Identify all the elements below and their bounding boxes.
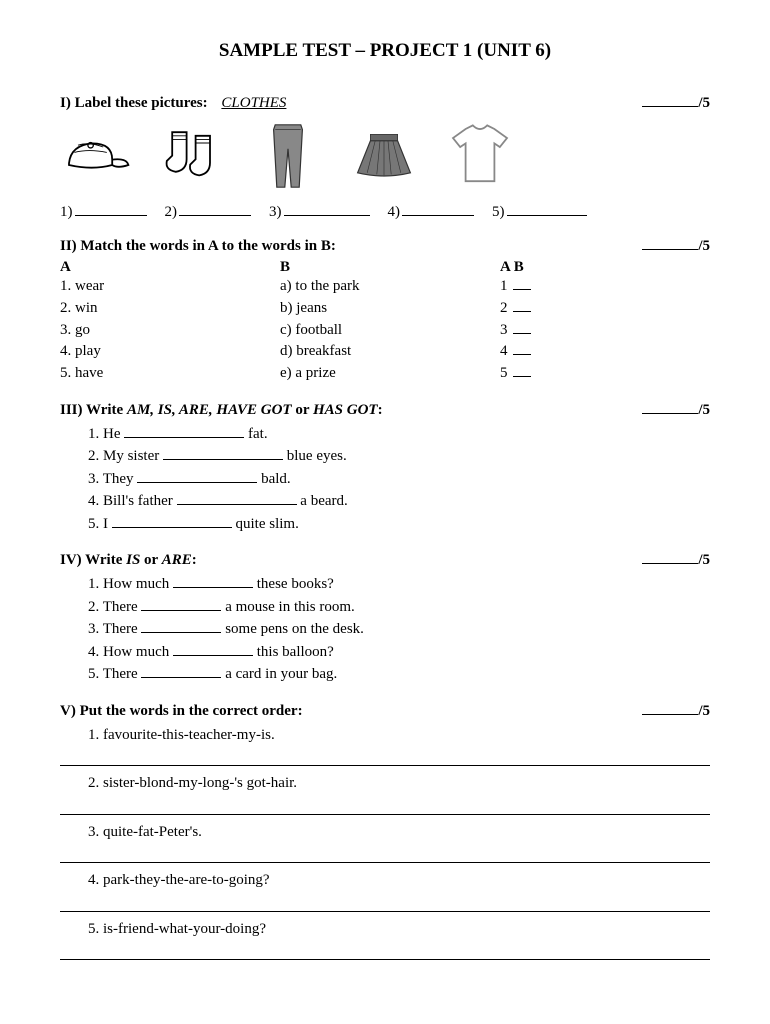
- match-grid: A B A B 1. wear a) to the park 1 2. win …: [60, 259, 710, 385]
- s3-item-4: 4. Bill's father a beard.: [88, 490, 710, 513]
- section1-header: I) Label these pictures: CLOTHES /5: [60, 92, 710, 112]
- match-a-3: 3. go: [60, 320, 280, 342]
- label-5: 5): [492, 204, 505, 221]
- match-a-1: 1. wear: [60, 276, 280, 298]
- answer-line-5: [60, 943, 710, 960]
- s4-item-2: 2. There a mouse in this room.: [88, 596, 710, 619]
- picture-jeans: [252, 120, 324, 192]
- section5-header: V) Put the words in the correct order: /…: [60, 700, 710, 720]
- s5-item-4: 4. park-they-the-are-to-going?: [88, 869, 710, 892]
- s3-item-3: 3. They bald.: [88, 468, 710, 491]
- s3-item-1: 1. He fat.: [88, 423, 710, 446]
- section4-score: /5: [642, 549, 710, 569]
- match-ab-5: 5: [500, 363, 620, 385]
- section4-header: IV) Write IS or ARE: /5: [60, 549, 710, 569]
- match-head-b: B: [280, 259, 500, 276]
- match-b-4: d) breakfast: [280, 341, 500, 363]
- answer-line-3: [60, 846, 710, 863]
- section5-list: 1. favourite-this-teacher-my-is.: [88, 724, 710, 747]
- s4-item-1: 1. How much these books?: [88, 573, 710, 596]
- match-head-ab: A B: [500, 259, 620, 276]
- match-b-1: a) to the park: [280, 276, 500, 298]
- s4-item-3: 3. There some pens on the desk.: [88, 618, 710, 641]
- match-b-5: e) a prize: [280, 363, 500, 385]
- section1-subject: CLOTHES: [221, 95, 286, 111]
- answer-line-1: [60, 749, 710, 766]
- label-2: 2): [165, 204, 178, 221]
- s5-item-2: 2. sister-blond-my-long-'s got-hair.: [88, 772, 710, 795]
- picture-socks: [156, 120, 228, 192]
- section4-title: IV) Write IS or ARE:: [60, 552, 197, 569]
- section2-header: II) Match the words in A to the words in…: [60, 235, 710, 255]
- label-row: 1) 2) 3) 4) 5): [60, 202, 710, 221]
- page-title: SAMPLE TEST – PROJECT 1 (UNIT 6): [60, 40, 710, 62]
- section1-score: /5: [642, 92, 710, 112]
- section5-title: V) Put the words in the correct order:: [60, 703, 303, 720]
- label-1: 1): [60, 204, 73, 221]
- s5-item-3: 3. quite-fat-Peter's.: [88, 821, 710, 844]
- s5-item-5: 5. is-friend-what-your-doing?: [88, 918, 710, 941]
- match-ab-4: 4: [500, 341, 620, 363]
- s3-item-2: 2. My sister blue eyes.: [88, 445, 710, 468]
- section1-title: I) Label these pictures:: [60, 95, 208, 111]
- section4-list: 1. How much these books? 2. There a mous…: [88, 573, 710, 686]
- s4-item-4: 4. How much this balloon?: [88, 641, 710, 664]
- s4-item-5: 5. There a card in your bag.: [88, 663, 710, 686]
- section3-title: III) Write AM, IS, ARE, HAVE GOT or HAS …: [60, 402, 383, 419]
- label-3: 3): [269, 204, 282, 221]
- match-b-2: b) jeans: [280, 298, 500, 320]
- section5-score: /5: [642, 700, 710, 720]
- section2-title: II) Match the words in A to the words in…: [60, 238, 336, 255]
- label-4: 4): [388, 204, 401, 221]
- picture-skirt: [348, 120, 420, 192]
- match-ab-2: 2: [500, 298, 620, 320]
- answer-line-4: [60, 895, 710, 912]
- match-ab-1: 1: [500, 276, 620, 298]
- picture-tshirt: [444, 120, 516, 192]
- section3-list: 1. He fat. 2. My sister blue eyes. 3. Th…: [88, 423, 710, 536]
- match-head-a: A: [60, 259, 280, 276]
- match-a-5: 5. have: [60, 363, 280, 385]
- section3-score: /5: [642, 399, 710, 419]
- pictures-row: [60, 120, 710, 192]
- section2-score: /5: [642, 235, 710, 255]
- match-b-3: c) football: [280, 320, 500, 342]
- match-a-2: 2. win: [60, 298, 280, 320]
- answer-line-2: [60, 798, 710, 815]
- match-ab-3: 3: [500, 320, 620, 342]
- match-a-4: 4. play: [60, 341, 280, 363]
- s5-item-1: 1. favourite-this-teacher-my-is.: [88, 724, 710, 747]
- s3-item-5: 5. I quite slim.: [88, 513, 710, 536]
- picture-cap: [60, 120, 132, 192]
- section3-header: III) Write AM, IS, ARE, HAVE GOT or HAS …: [60, 399, 710, 419]
